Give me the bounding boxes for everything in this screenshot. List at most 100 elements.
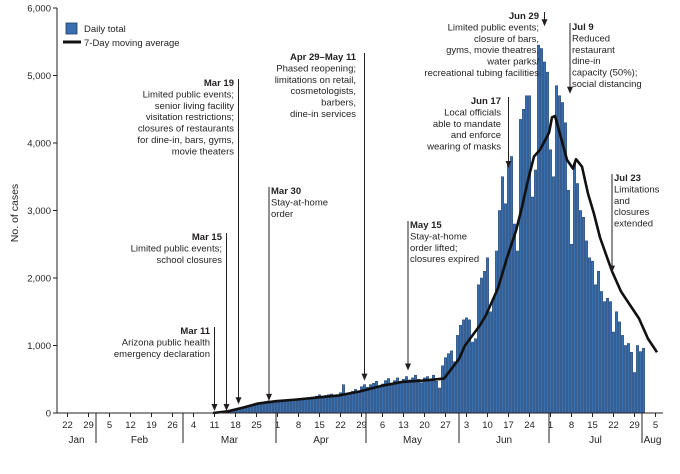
annotation-text: social distancing bbox=[572, 79, 642, 90]
annotation-text: Limitations bbox=[614, 184, 660, 195]
x-tick-label: 6 bbox=[380, 420, 385, 431]
annotation-text: cosmetologists, bbox=[291, 86, 356, 97]
bar bbox=[420, 382, 423, 414]
x-tick-label: 8 bbox=[569, 420, 574, 431]
annotation-text: and enforce bbox=[451, 130, 501, 141]
bar bbox=[483, 271, 486, 414]
annotation-text: closure of bars, bbox=[474, 34, 539, 45]
y-axis-label: No. of cases bbox=[9, 184, 21, 242]
annotation-text: water parks/ bbox=[486, 57, 539, 68]
bar bbox=[516, 250, 519, 414]
bar bbox=[570, 244, 573, 414]
annotation-date: Apr 29–May 11 bbox=[290, 52, 357, 63]
bar bbox=[336, 394, 339, 414]
annotation-text: dine-in bbox=[572, 56, 601, 67]
bar bbox=[270, 402, 273, 414]
month-label: Feb bbox=[131, 435, 149, 446]
annotation-text: closures expired bbox=[410, 254, 479, 265]
legend-bar-swatch bbox=[65, 22, 78, 35]
annotation-date: Mar 19 bbox=[204, 78, 234, 89]
annotation-text: gyms, movie theatres, bbox=[446, 45, 539, 56]
annotation-text: limitations on retail, bbox=[275, 75, 356, 86]
bar bbox=[342, 384, 345, 414]
x-tick-label: 19 bbox=[146, 420, 157, 431]
bar bbox=[462, 319, 465, 414]
annotation-text: closures of restaurants bbox=[138, 124, 234, 135]
annotation-text: Stay-at-home bbox=[410, 231, 467, 242]
bar bbox=[447, 353, 450, 414]
bar bbox=[603, 301, 606, 414]
annotation-text: able to mandate bbox=[433, 119, 501, 130]
bar bbox=[621, 335, 624, 414]
bar bbox=[441, 365, 444, 414]
bar bbox=[501, 176, 504, 414]
annotation-text: Reduced bbox=[572, 33, 610, 44]
bar bbox=[417, 379, 420, 414]
annotation-date: May 15 bbox=[410, 220, 442, 231]
annotation-text: school closures bbox=[157, 255, 223, 266]
legend-label-daily-total: Daily total bbox=[84, 24, 126, 35]
bar bbox=[429, 380, 432, 414]
bar bbox=[633, 372, 636, 414]
annotation-date: Jul 9 bbox=[572, 22, 594, 33]
bar bbox=[306, 397, 309, 414]
x-tick-label: 15 bbox=[314, 420, 325, 431]
x-tick-label: 10 bbox=[482, 420, 493, 431]
bar bbox=[309, 399, 312, 414]
bar bbox=[543, 61, 546, 414]
bar bbox=[576, 183, 579, 414]
bar bbox=[609, 301, 612, 414]
bar bbox=[537, 44, 540, 414]
bar bbox=[486, 257, 489, 414]
month-label: Jan bbox=[68, 435, 84, 446]
legend-label-moving-average: 7-Day moving average bbox=[84, 38, 180, 49]
legend: Daily total 7-Day moving average bbox=[63, 22, 180, 49]
y-tick-label: 4,000 bbox=[27, 139, 51, 150]
x-tick-label: 13 bbox=[398, 420, 409, 431]
bar bbox=[348, 393, 351, 414]
x-tick-label: 17 bbox=[503, 420, 514, 431]
y-tick-label: 1,000 bbox=[27, 341, 51, 352]
bar bbox=[627, 343, 630, 414]
x-tick-label: 26 bbox=[167, 420, 178, 431]
bar bbox=[507, 163, 510, 414]
bar bbox=[513, 223, 516, 414]
bar bbox=[321, 396, 324, 414]
y-tick-label: 3,000 bbox=[27, 206, 51, 217]
line-series-moving-average bbox=[212, 114, 659, 415]
annotation-text: senior living facility bbox=[155, 101, 234, 112]
bar bbox=[288, 400, 291, 414]
x-tick-label: 20 bbox=[419, 420, 430, 431]
bar bbox=[357, 392, 360, 414]
annotation-text: order lifted; bbox=[410, 243, 458, 254]
annotation-arrow-head bbox=[405, 363, 411, 371]
moving-average-line bbox=[212, 114, 659, 415]
bar bbox=[408, 379, 411, 414]
bar bbox=[549, 149, 552, 414]
bar bbox=[531, 196, 534, 414]
bar bbox=[426, 376, 429, 414]
bar bbox=[285, 401, 288, 414]
x-tick-label: 27 bbox=[440, 420, 451, 431]
bar bbox=[588, 257, 591, 414]
annotation-arrow-head bbox=[235, 397, 242, 405]
x-tick-label: 12 bbox=[125, 420, 136, 431]
x-tick-label: 4 bbox=[191, 420, 196, 431]
bar bbox=[585, 240, 588, 414]
annotation-date: Jun 29 bbox=[509, 11, 539, 22]
bar bbox=[489, 311, 492, 414]
bar bbox=[471, 341, 474, 414]
bar bbox=[291, 399, 294, 414]
annotation-arrow-head bbox=[211, 404, 218, 411]
annotation-date: Jun 17 bbox=[471, 96, 501, 107]
annotation-date: Mar 11 bbox=[180, 326, 210, 337]
bar bbox=[612, 331, 615, 414]
bar bbox=[273, 401, 276, 414]
bar bbox=[345, 395, 348, 414]
bar bbox=[390, 383, 393, 414]
